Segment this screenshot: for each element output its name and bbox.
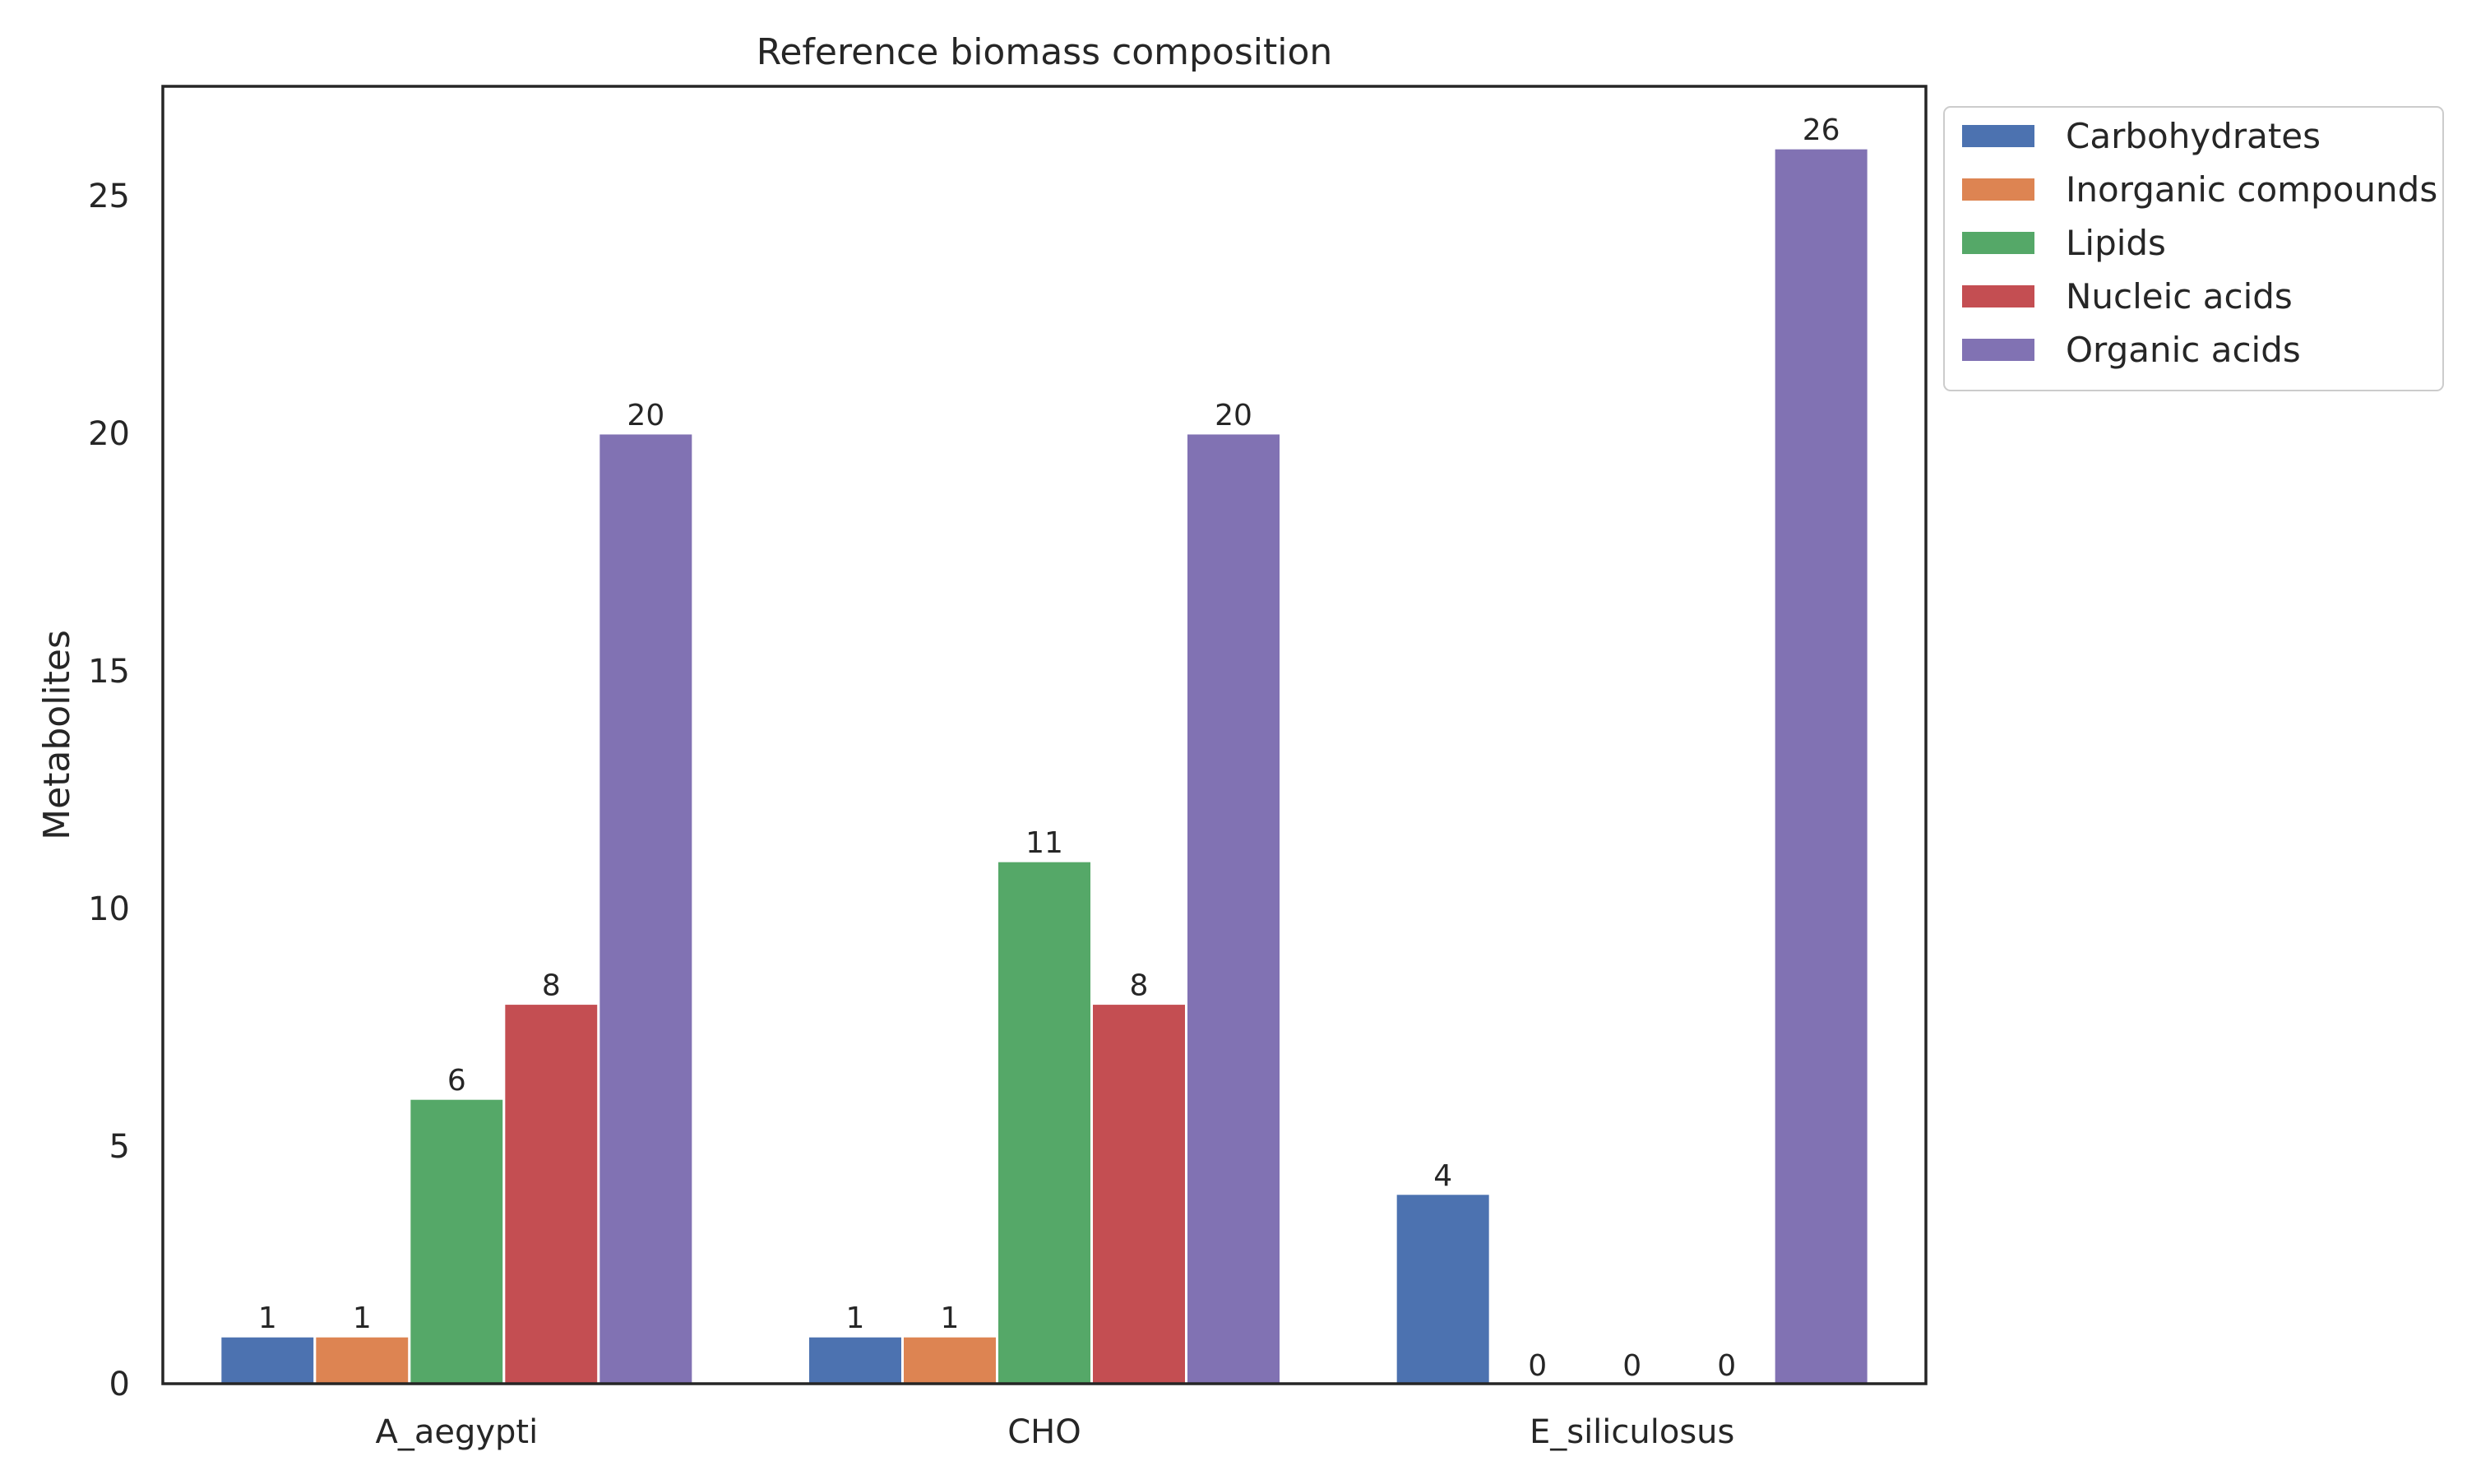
bar bbox=[1394, 1192, 1492, 1385]
x-axis-ticks: A_aegypti CHO E_siliculosus bbox=[375, 1413, 1734, 1451]
data-label: 8 bbox=[542, 969, 561, 1003]
data-label: 1 bbox=[258, 1301, 277, 1335]
chart-title: Reference biomass composition bbox=[757, 31, 1333, 73]
data-label: 0 bbox=[1717, 1349, 1736, 1383]
y-tick-label: 0 bbox=[109, 1366, 130, 1403]
data-label: 1 bbox=[353, 1301, 372, 1335]
legend: Carbohydrates Inorganic compounds Lipids Nu… bbox=[1943, 106, 2444, 391]
bar bbox=[597, 432, 695, 1385]
bar bbox=[1772, 146, 1870, 1385]
y-axis-label: Metabolites bbox=[36, 630, 78, 840]
bar bbox=[1090, 1002, 1187, 1385]
legend-swatch bbox=[1962, 232, 2034, 254]
data-label: 1 bbox=[941, 1301, 960, 1335]
data-label: 1 bbox=[846, 1301, 865, 1335]
legend-swatch bbox=[1962, 125, 2034, 147]
x-tick-label: A_aegypti bbox=[375, 1413, 538, 1451]
data-label: 8 bbox=[1130, 969, 1149, 1003]
y-tick-label: 20 bbox=[88, 415, 130, 453]
bar bbox=[219, 1334, 317, 1385]
y-tick-label: 25 bbox=[88, 178, 130, 215]
data-label: 0 bbox=[1622, 1349, 1641, 1383]
y-tick-label: 10 bbox=[88, 890, 130, 928]
legend-label: Inorganic compounds bbox=[2066, 169, 2437, 210]
bar bbox=[1185, 432, 1282, 1385]
legend-swatch bbox=[1962, 339, 2034, 361]
legend-label: Nucleic acids bbox=[2066, 276, 2293, 317]
data-label: 0 bbox=[1528, 1349, 1547, 1383]
bar bbox=[807, 1334, 904, 1385]
x-tick-label: CHO bbox=[1007, 1413, 1081, 1451]
plot-frame bbox=[161, 85, 1928, 1385]
bar bbox=[408, 1097, 506, 1385]
legend-swatch bbox=[1962, 285, 2034, 307]
data-label: 11 bbox=[1025, 826, 1063, 860]
y-tick-label: 5 bbox=[109, 1128, 130, 1166]
y-tick-label: 15 bbox=[88, 653, 130, 691]
bar bbox=[502, 1002, 600, 1385]
legend-swatch bbox=[1962, 178, 2034, 201]
bar bbox=[996, 859, 1093, 1385]
data-label: 20 bbox=[1215, 399, 1252, 432]
data-label: 20 bbox=[627, 399, 664, 432]
bar bbox=[901, 1334, 998, 1385]
data-label: 4 bbox=[1433, 1159, 1452, 1193]
data-label: 6 bbox=[447, 1064, 466, 1098]
bar bbox=[313, 1334, 411, 1385]
y-axis-ticks: 0 5 10 15 20 25 bbox=[88, 178, 130, 1403]
legend-label: Lipids bbox=[2066, 223, 2166, 263]
legend-label: Carbohydrates bbox=[2066, 116, 2321, 156]
legend-label: Organic acids bbox=[2066, 330, 2301, 370]
legend-box bbox=[1943, 106, 2444, 391]
data-label: 26 bbox=[1803, 113, 1840, 147]
x-tick-label: E_siliculosus bbox=[1530, 1413, 1734, 1451]
bars-group bbox=[219, 146, 1870, 1385]
